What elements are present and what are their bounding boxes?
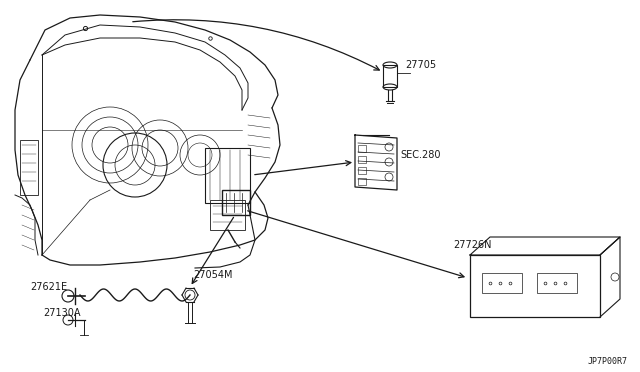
Text: JP7P00R7: JP7P00R7 xyxy=(588,357,628,366)
Bar xyxy=(358,178,366,185)
Bar xyxy=(20,140,38,195)
Bar xyxy=(210,200,245,230)
Bar xyxy=(358,145,366,152)
Text: 27621E: 27621E xyxy=(30,282,67,292)
Bar xyxy=(470,255,600,317)
Bar xyxy=(358,156,366,163)
Text: 27130A: 27130A xyxy=(43,308,81,318)
Text: SEC.280: SEC.280 xyxy=(400,150,440,160)
Text: 27726N: 27726N xyxy=(453,240,492,250)
Bar xyxy=(222,190,250,215)
Bar xyxy=(537,273,577,293)
Bar xyxy=(205,148,250,203)
Text: 27054M: 27054M xyxy=(193,270,232,280)
Text: 27705: 27705 xyxy=(405,60,436,70)
Bar xyxy=(383,65,397,87)
Bar xyxy=(482,273,522,293)
Bar xyxy=(358,167,366,174)
